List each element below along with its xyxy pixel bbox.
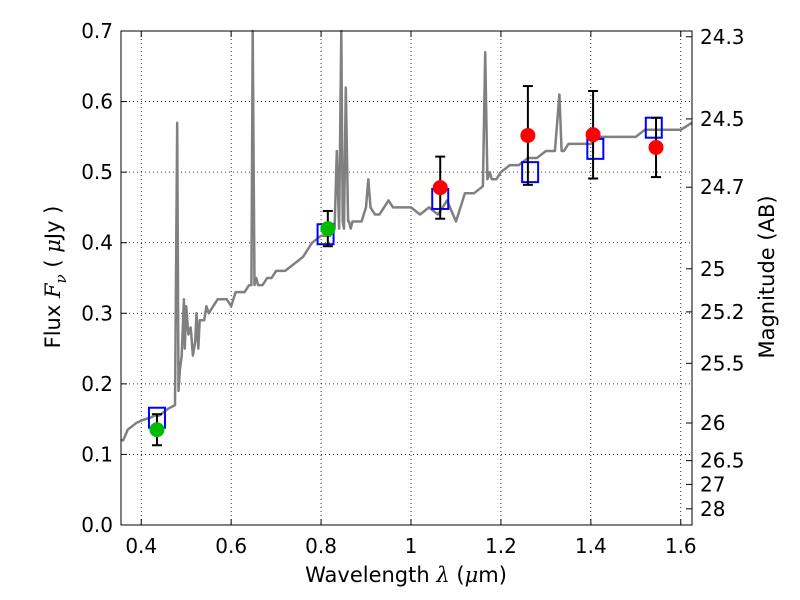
y2-tick-label: 25 bbox=[700, 257, 725, 281]
axis-ticks: 0.4 0.6 0.8 1 1.2 1.4 1.6 0.0 0.1 0.2 0.3 0.4 0.5 0.6… bbox=[81, 19, 744, 558]
y-axis-unit-mu: μ bbox=[41, 239, 65, 253]
grid bbox=[121, 31, 692, 525]
x-axis-symbol: λ bbox=[435, 563, 449, 587]
observed-point bbox=[648, 139, 664, 155]
y-tick-label: 0.0 bbox=[81, 513, 113, 537]
y2-tick-label: 26 bbox=[700, 411, 725, 435]
y-tick-label: 0.2 bbox=[81, 372, 113, 396]
y2-tick-label: 27 bbox=[700, 472, 725, 496]
observed-point bbox=[585, 127, 601, 143]
y2-tick-label: 24.3 bbox=[700, 25, 745, 49]
x-tick-label: 1.6 bbox=[665, 534, 697, 558]
x-axis-unit-mu: μ bbox=[465, 563, 479, 587]
y-axis-symbol: F bbox=[41, 282, 65, 299]
y-tick-label: 0.1 bbox=[81, 442, 113, 466]
y2-tick-label: 26.5 bbox=[700, 449, 745, 473]
y-tick-label: 0.7 bbox=[81, 19, 113, 43]
spectrum-line bbox=[121, 29, 693, 442]
y-tick-label: 0.3 bbox=[81, 301, 113, 325]
y-axis-label-text: Flux bbox=[41, 305, 65, 349]
observed-point bbox=[520, 127, 536, 143]
y-tick-label: 0.5 bbox=[81, 160, 113, 184]
spectrum-series bbox=[121, 29, 693, 442]
x-axis-unit-open: ( bbox=[456, 563, 464, 587]
x-tick-label: 1 bbox=[405, 534, 418, 558]
x-tick-label: 1.4 bbox=[575, 534, 607, 558]
y2-tick-label: 24.7 bbox=[700, 175, 745, 199]
y-axis-unit-rest: Jy ) bbox=[41, 206, 65, 242]
model-square bbox=[521, 161, 540, 184]
y2-axis-label: Magnitude (AB) bbox=[755, 195, 779, 358]
observed-point bbox=[149, 422, 165, 438]
y-axis-label: Flux Fν ( μJy ) bbox=[41, 206, 70, 349]
x-tick-label: 0.8 bbox=[305, 534, 337, 558]
y-axis-subscript: ν bbox=[52, 274, 70, 283]
x-tick-label: 0.6 bbox=[215, 534, 247, 558]
x-tick-label: 0.4 bbox=[125, 534, 157, 558]
y-tick-label: 0.4 bbox=[81, 231, 113, 255]
y2-tick-label: 28 bbox=[700, 497, 725, 521]
x-axis-label-text: Wavelength bbox=[305, 563, 430, 587]
photometry-points bbox=[147, 85, 664, 447]
x-axis-unit-rest: m) bbox=[478, 563, 507, 587]
y-axis-unit-open: ( bbox=[41, 259, 65, 267]
y2-tick-label: 25.5 bbox=[700, 351, 745, 375]
y-tick-label: 0.6 bbox=[81, 90, 113, 114]
plot-frame bbox=[120, 30, 693, 526]
x-tick-label: 1.2 bbox=[485, 534, 517, 558]
observed-point bbox=[432, 180, 448, 196]
y2-tick-label: 25.2 bbox=[700, 300, 745, 324]
model-square bbox=[644, 116, 663, 139]
x-axis-label: Wavelength λ (μm) bbox=[305, 563, 507, 587]
observed-point bbox=[320, 221, 336, 237]
y2-tick-label: 24.5 bbox=[700, 107, 745, 131]
